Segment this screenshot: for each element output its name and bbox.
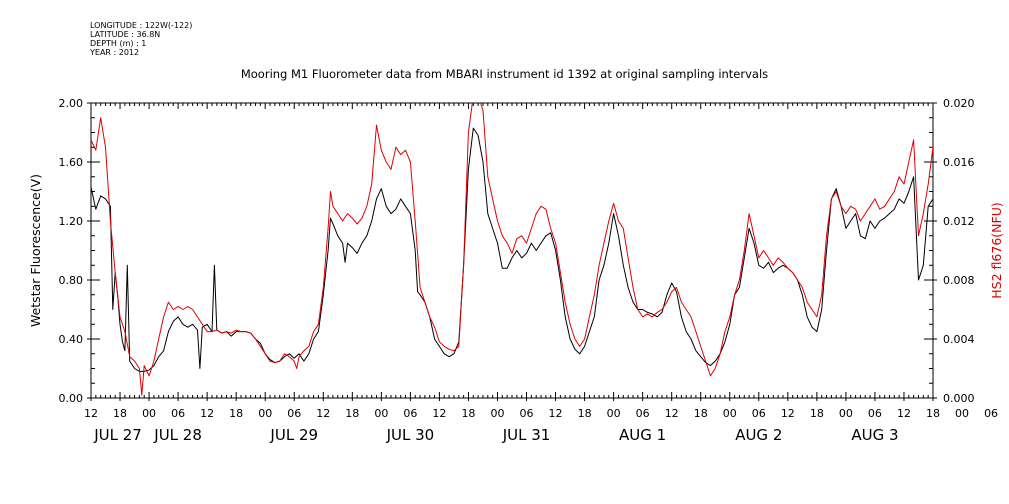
x-tick-label: 06	[171, 407, 185, 420]
y-tick-label-right: 0.020	[943, 97, 975, 110]
x-tick-label: 12	[432, 407, 446, 420]
x-day-label: JUL 30	[386, 426, 435, 444]
x-day-label: JUL 27	[93, 426, 142, 444]
x-tick-label: 12	[549, 407, 563, 420]
meta-longitude: LONGITUDE : 122W(-122)	[90, 21, 193, 30]
x-day-label: JUL 28	[153, 426, 202, 444]
x-tick-label: 00	[839, 407, 853, 420]
x-tick-label: 00	[607, 407, 621, 420]
series-group	[91, 103, 933, 396]
y-tick-label-left: 0.40	[59, 333, 84, 346]
y-tick-label-right: 0.004	[943, 333, 975, 346]
x-tick-label: 12	[316, 407, 330, 420]
series-line-wetstar	[91, 127, 933, 372]
x-tick-label: 12	[84, 407, 98, 420]
x-tick-label: 00	[490, 407, 504, 420]
y-axis-label-right: HS2 fl676(NFU)	[989, 202, 1004, 298]
x-tick-label: 06	[520, 407, 534, 420]
meta-year: YEAR : 2012	[90, 48, 140, 57]
x-day-label: AUG 3	[851, 426, 898, 444]
x-day-label: AUG 2	[735, 426, 782, 444]
y-tick-label-right: 0.008	[943, 274, 975, 287]
x-tick-label: 06	[752, 407, 766, 420]
x-tick-label: 06	[984, 407, 998, 420]
x-tick-label: 12	[781, 407, 795, 420]
x-tick-label: 12	[200, 407, 214, 420]
x-day-label: AUG 1	[619, 426, 666, 444]
metadata-block: LONGITUDE : 122W(-122) LATITUDE : 36.8N …	[90, 21, 192, 57]
x-day-label: JUL 29	[269, 426, 318, 444]
x-tick-label: 00	[142, 407, 156, 420]
x-tick-label: 06	[287, 407, 301, 420]
x-tick-label: 18	[926, 407, 940, 420]
series-line-hs2	[91, 103, 933, 396]
x-day-label: JUL 31	[502, 426, 551, 444]
plot-frame	[90, 102, 934, 399]
x-tick-label: 18	[578, 407, 592, 420]
x-tick-label: 00	[955, 407, 969, 420]
chart-title: Mooring M1 Fluorometer data from MBARI i…	[240, 67, 769, 81]
x-tick-label: 18	[229, 407, 243, 420]
y-tick-label-left: 1.20	[59, 215, 84, 228]
x-tick-label: 00	[374, 407, 388, 420]
y-tick-label-left: 0.00	[59, 392, 84, 405]
x-tick-label: 18	[694, 407, 708, 420]
meta-depth: DEPTH (m) : 1	[90, 39, 147, 48]
y-tick-label-left: 1.60	[59, 156, 84, 169]
y-tick-label-right: 0.012	[943, 215, 975, 228]
y-axis-label-left: Wetstar Fluorescence(V)	[28, 174, 43, 327]
x-tick-label: 18	[113, 407, 127, 420]
y-tick-label-left: 0.80	[59, 274, 84, 287]
x-tick-label: 00	[723, 407, 737, 420]
y-tick-label-right: 0.000	[943, 392, 975, 405]
meta-latitude: LATITUDE : 36.8N	[90, 30, 161, 39]
x-tick-label: 06	[403, 407, 417, 420]
x-tick-label: 00	[258, 407, 272, 420]
y-tick-label-left: 2.00	[59, 97, 84, 110]
x-tick-label: 12	[897, 407, 911, 420]
x-tick-label: 06	[868, 407, 882, 420]
x-tick-label: 18	[461, 407, 475, 420]
y-tick-label-right: 0.016	[943, 156, 975, 169]
x-tick-label: 06	[636, 407, 650, 420]
x-tick-label: 12	[665, 407, 679, 420]
x-tick-label: 18	[345, 407, 359, 420]
x-tick-label: 18	[810, 407, 824, 420]
